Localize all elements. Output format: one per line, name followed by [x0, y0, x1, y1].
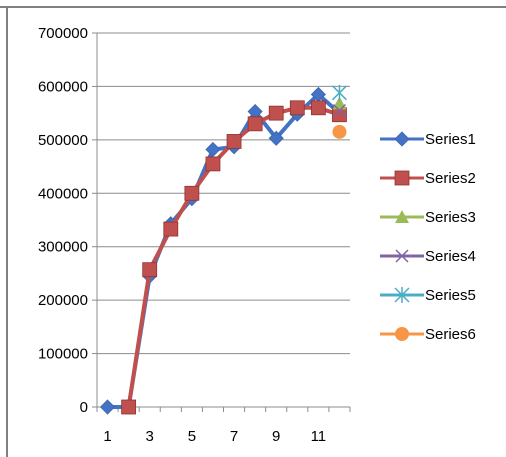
data-point — [268, 130, 284, 146]
y-tick-label: 100000 — [38, 346, 88, 363]
legend-item-series4: Series4 — [380, 248, 476, 265]
y-tick-label: 400000 — [38, 185, 88, 202]
legend-label: Series4 — [425, 248, 476, 265]
series-series4 — [332, 103, 346, 118]
x-tick-label: 3 — [146, 428, 154, 445]
x-tick-label: 5 — [188, 428, 196, 445]
y-tick-label: 700000 — [38, 25, 88, 42]
series-layer — [99, 84, 348, 415]
y-tick-label: 0 — [80, 399, 88, 416]
data-point — [247, 116, 263, 132]
legend-label: Series3 — [425, 209, 476, 226]
x-axis-tick-labels: 1 3 5 7 9 11 — [103, 428, 326, 445]
legend-item-series1: Series1 — [380, 131, 476, 148]
data-point — [99, 399, 116, 415]
legend: Series1 Series2 Series3 Series4 Series5 Serie… — [380, 131, 476, 343]
data-point — [142, 262, 158, 278]
chart-frame-top-border — [0, 6, 506, 8]
data-point — [205, 156, 221, 172]
legend-item-series3: Series3 — [380, 209, 476, 226]
x-tick-label: 7 — [230, 428, 238, 445]
y-tick-label: 200000 — [38, 292, 88, 309]
data-point — [331, 84, 347, 101]
data-point — [226, 134, 242, 149]
legend-item-series2: Series2 — [380, 170, 476, 187]
legend-label: Series1 — [425, 131, 476, 148]
legend-item-series5: Series5 — [380, 287, 476, 304]
legend-marker — [394, 170, 410, 186]
chart-frame-left-border — [6, 6, 8, 457]
series-series1 — [99, 86, 348, 415]
y-tick-label: 500000 — [38, 132, 88, 149]
legend-marker — [395, 327, 409, 341]
data-point — [268, 105, 284, 121]
gridlines — [97, 32, 350, 355]
series-series6 — [332, 124, 347, 139]
y-tick-label: 300000 — [38, 239, 88, 256]
x-tick-label: 1 — [103, 428, 111, 445]
data-point — [310, 100, 326, 116]
data-point — [289, 100, 305, 116]
legend-label: Series2 — [425, 170, 476, 187]
data-point — [205, 141, 221, 158]
data-point — [121, 399, 137, 415]
data-point — [163, 221, 179, 237]
legend-label: Series6 — [425, 326, 476, 343]
series-series5 — [331, 84, 347, 101]
y-tick-label: 600000 — [38, 78, 88, 95]
x-tick-label: 9 — [272, 428, 280, 445]
series-line — [107, 92, 341, 409]
data-point — [332, 124, 347, 139]
legend-marker — [394, 287, 410, 303]
y-axis-tick-labels: 0 100000 200000 300000 400000 500000 600000 700… — [38, 25, 88, 416]
series-series2 — [121, 100, 347, 415]
data-point — [184, 185, 200, 201]
legend-item-series6: Series6 — [380, 326, 476, 343]
legend-marker — [394, 131, 410, 147]
data-point — [332, 103, 346, 118]
legend-marker — [395, 249, 409, 263]
legend-label: Series5 — [425, 287, 476, 304]
x-tick-label: 11 — [311, 428, 327, 445]
legend-marker — [395, 210, 409, 223]
axes — [92, 32, 351, 412]
